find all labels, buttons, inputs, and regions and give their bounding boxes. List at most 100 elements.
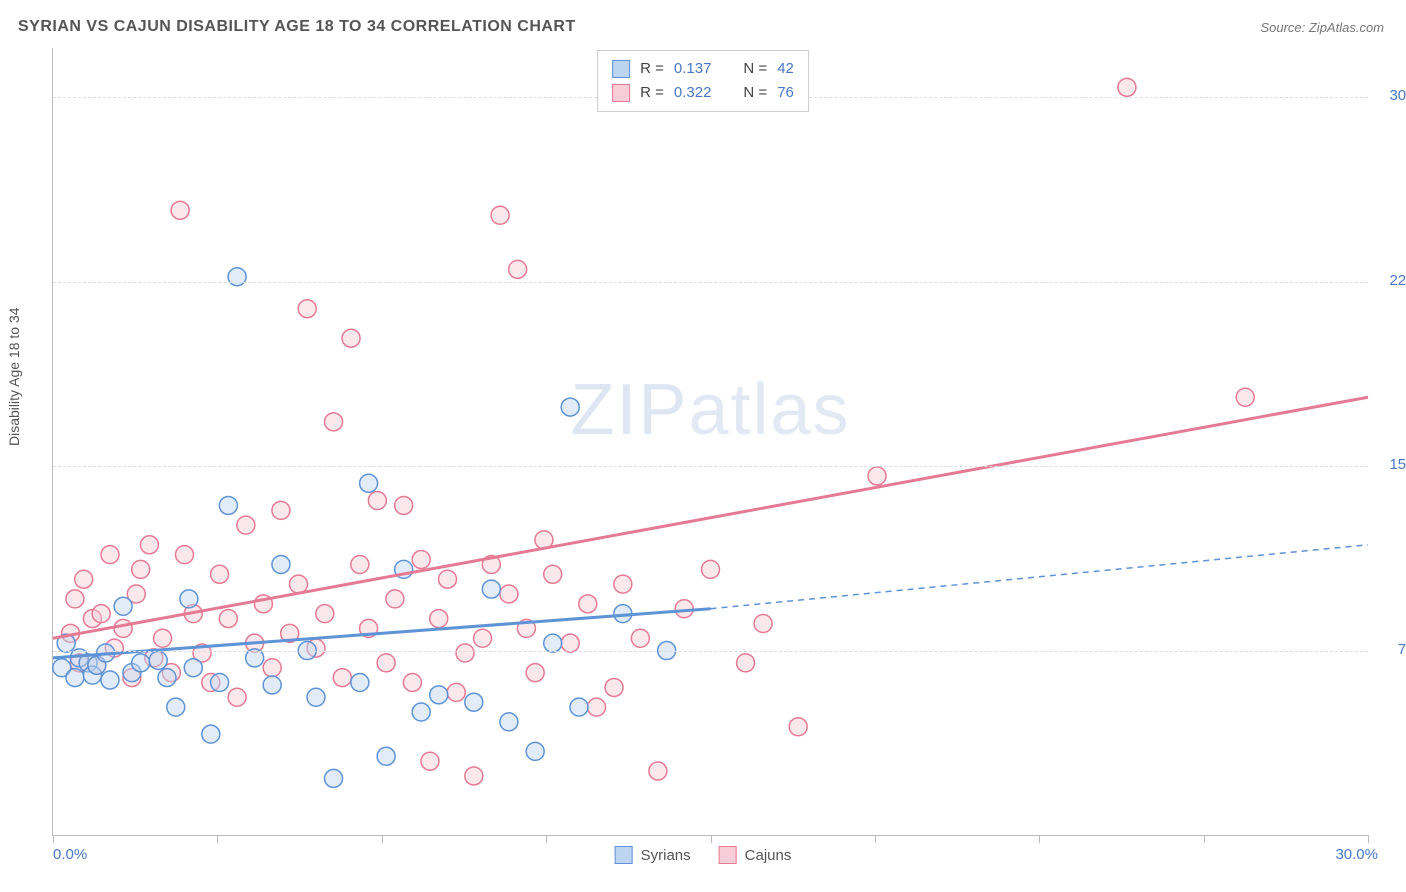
x-tick: [546, 835, 547, 843]
scatter-point-syrians: [570, 698, 588, 716]
scatter-point-cajuns: [447, 683, 465, 701]
scatter-point-syrians: [184, 659, 202, 677]
scatter-point-syrians: [412, 703, 430, 721]
scatter-point-cajuns: [228, 688, 246, 706]
legend-item-cajuns: Cajuns: [719, 846, 792, 864]
scatter-point-cajuns: [737, 654, 755, 672]
gridline-h: [53, 466, 1368, 467]
scatter-point-cajuns: [219, 610, 237, 628]
scatter-point-cajuns: [351, 555, 369, 573]
scatter-point-cajuns: [395, 496, 413, 514]
scatter-point-cajuns: [412, 551, 430, 569]
scatter-point-syrians: [377, 747, 395, 765]
scatter-point-cajuns: [140, 536, 158, 554]
legend-cajuns-label: Cajuns: [745, 847, 792, 864]
scatter-point-cajuns: [430, 610, 448, 628]
scatter-point-cajuns: [101, 546, 119, 564]
scatter-point-cajuns: [754, 614, 772, 632]
scatter-point-syrians: [544, 634, 562, 652]
scatter-point-syrians: [465, 693, 483, 711]
scatter-point-syrians: [272, 555, 290, 573]
legend-syrians-n: 42: [777, 57, 794, 81]
scatter-point-cajuns: [631, 629, 649, 647]
scatter-point-cajuns: [377, 654, 395, 672]
scatter-point-cajuns: [526, 664, 544, 682]
scatter-point-cajuns: [66, 590, 84, 608]
plot-svg: [53, 48, 1368, 835]
legend-syrians-r: 0.137: [674, 57, 712, 81]
gridline-h: [53, 651, 1368, 652]
y-tick-label: 30.0%: [1389, 87, 1406, 104]
scatter-point-cajuns: [114, 619, 132, 637]
scatter-point-cajuns: [868, 467, 886, 485]
scatter-point-cajuns: [333, 669, 351, 687]
x-tick: [1204, 835, 1205, 843]
scatter-point-syrians: [482, 580, 500, 598]
scatter-point-syrians: [351, 674, 369, 692]
scatter-point-cajuns: [316, 605, 334, 623]
x-tick: [382, 835, 383, 843]
scatter-point-syrians: [307, 688, 325, 706]
scatter-point-cajuns: [298, 300, 316, 318]
scatter-point-cajuns: [421, 752, 439, 770]
scatter-point-cajuns: [237, 516, 255, 534]
x-tick: [217, 835, 218, 843]
scatter-point-cajuns: [75, 570, 93, 588]
scatter-point-syrians: [228, 268, 246, 286]
scatter-point-cajuns: [289, 575, 307, 593]
scatter-point-cajuns: [561, 634, 579, 652]
scatter-point-cajuns: [1118, 78, 1136, 96]
trendline-syrians-extrapolated: [711, 545, 1369, 609]
scatter-point-syrians: [360, 474, 378, 492]
legend-stats: R = 0.137 N = 42 R = 0.322 N = 76: [597, 50, 809, 112]
scatter-point-cajuns: [403, 674, 421, 692]
chart-container: SYRIAN VS CAJUN DISABILITY AGE 18 TO 34 …: [0, 0, 1406, 892]
scatter-point-cajuns: [272, 501, 290, 519]
scatter-point-cajuns: [325, 413, 343, 431]
scatter-point-cajuns: [386, 590, 404, 608]
scatter-point-cajuns: [588, 698, 606, 716]
scatter-point-syrians: [114, 597, 132, 615]
scatter-point-syrians: [219, 496, 237, 514]
scatter-point-cajuns: [211, 565, 229, 583]
scatter-point-syrians: [66, 669, 84, 687]
x-tick: [1368, 835, 1369, 843]
y-tick-label: 22.5%: [1389, 272, 1406, 289]
swatch-cajuns-icon: [612, 84, 630, 102]
scatter-point-cajuns: [132, 560, 150, 578]
scatter-point-cajuns: [500, 585, 518, 603]
legend-n-label: N =: [743, 57, 767, 81]
scatter-point-syrians: [430, 686, 448, 704]
legend-r-label: R =: [640, 81, 664, 105]
plot-area: ZIPatlas 7.5%15.0%22.5%30.0%0.0%30.0%: [52, 48, 1368, 836]
scatter-point-cajuns: [342, 329, 360, 347]
x-tick: [875, 835, 876, 843]
scatter-point-cajuns: [491, 206, 509, 224]
swatch-syrians-icon: [612, 60, 630, 78]
gridline-h: [53, 282, 1368, 283]
scatter-point-syrians: [149, 651, 167, 669]
scatter-point-syrians: [167, 698, 185, 716]
legend-item-syrians: Syrians: [615, 846, 691, 864]
scatter-point-cajuns: [649, 762, 667, 780]
scatter-point-cajuns: [171, 201, 189, 219]
scatter-point-cajuns: [368, 492, 386, 510]
scatter-point-syrians: [101, 671, 119, 689]
scatter-point-syrians: [211, 674, 229, 692]
scatter-point-cajuns: [92, 605, 110, 623]
scatter-point-syrians: [263, 676, 281, 694]
scatter-point-syrians: [202, 725, 220, 743]
x-tick: [1039, 835, 1040, 843]
scatter-point-cajuns: [544, 565, 562, 583]
scatter-point-cajuns: [702, 560, 720, 578]
x-tick: [53, 835, 54, 843]
x-max-label: 30.0%: [1335, 846, 1378, 863]
scatter-point-cajuns: [1236, 388, 1254, 406]
swatch-cajuns-icon: [719, 846, 737, 864]
legend-syrians-label: Syrians: [641, 847, 691, 864]
x-min-label: 0.0%: [53, 846, 87, 863]
scatter-point-cajuns: [474, 629, 492, 647]
scatter-point-cajuns: [614, 575, 632, 593]
scatter-point-cajuns: [154, 629, 172, 647]
legend-stats-row-syrians: R = 0.137 N = 42: [612, 57, 794, 81]
